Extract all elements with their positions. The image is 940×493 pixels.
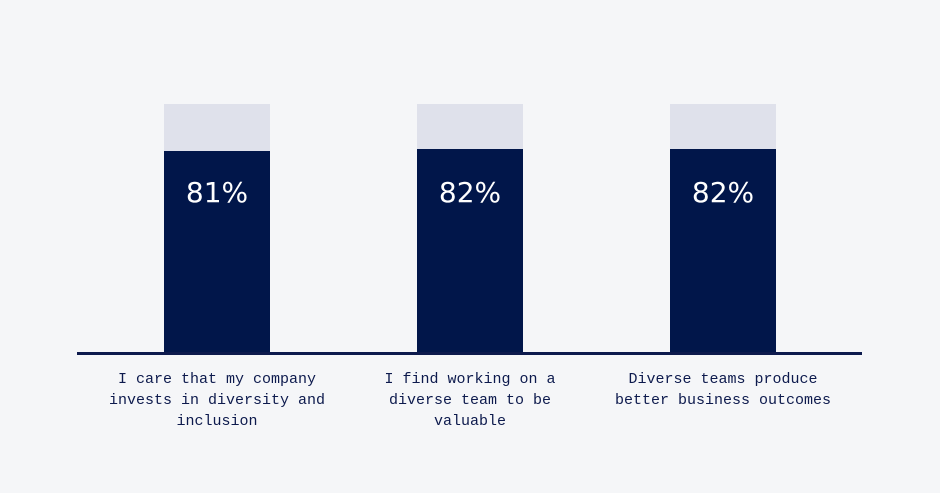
x-axis-line	[77, 352, 862, 355]
bar	[164, 151, 270, 353]
x-tick-label: I care that my company invests in divers…	[108, 371, 326, 430]
value-label: 82%	[438, 176, 502, 209]
bar	[417, 148, 523, 353]
x-tick-label: Diverse teams produce better business ou…	[614, 371, 832, 409]
x-tick-label: I find working on a diverse team to be v…	[384, 371, 556, 430]
bar	[670, 148, 776, 353]
value-label: 82%	[691, 176, 755, 209]
value-label: 81%	[185, 176, 249, 209]
